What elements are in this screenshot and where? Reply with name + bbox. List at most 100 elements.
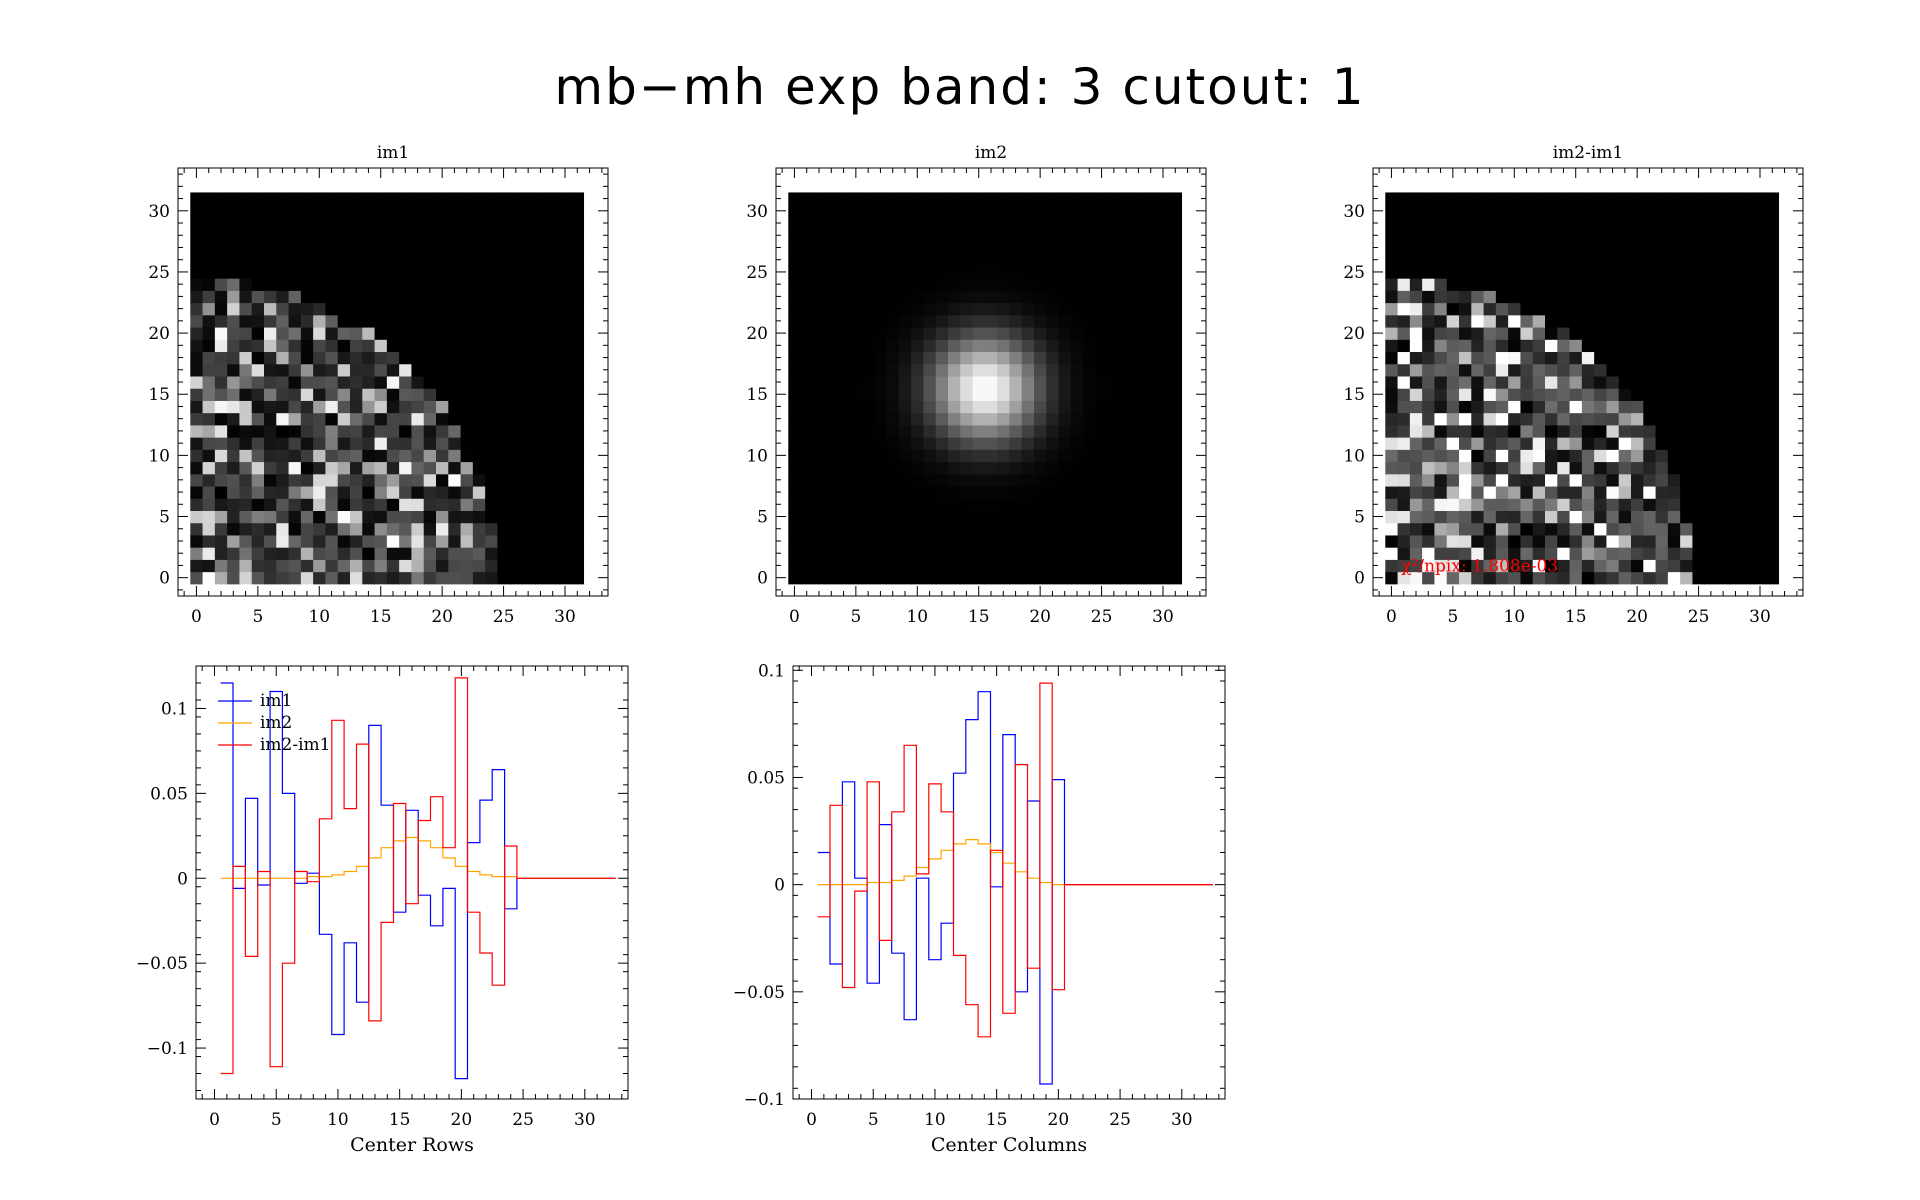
- image-pixel: [1717, 510, 1730, 524]
- image-pixel: [1520, 400, 1534, 414]
- image-pixel: [972, 302, 986, 316]
- image-pixel: [1495, 290, 1509, 304]
- image-pixel: [886, 302, 900, 316]
- image-pixel: [522, 412, 535, 426]
- image-pixel: [288, 498, 302, 511]
- image-pixel: [558, 412, 572, 426]
- image-pixel: [1397, 522, 1411, 536]
- image-pixel: [460, 253, 474, 267]
- image-pixel: [935, 363, 949, 377]
- image-pixel: [1009, 571, 1023, 585]
- image-pixel: [374, 339, 388, 353]
- image-pixel: [251, 326, 265, 340]
- image-pixel: [812, 510, 826, 524]
- image-pixel: [472, 498, 486, 511]
- x-tick-label: 30: [554, 607, 576, 627]
- image-pixel: [374, 278, 388, 291]
- image-pixel: [837, 388, 851, 401]
- x-tick-label: 30: [1152, 607, 1174, 627]
- image-pixel: [1397, 216, 1411, 230]
- image-pixel: [1058, 498, 1072, 511]
- image-pixel: [1655, 216, 1669, 230]
- image-pixel: [1532, 510, 1546, 524]
- image-pixel: [386, 547, 400, 560]
- image-pixel: [386, 216, 400, 230]
- image-pixel: [812, 339, 826, 353]
- image-pixel: [874, 339, 888, 353]
- image-pixel: [1692, 559, 1706, 573]
- image-pixel: [1667, 290, 1681, 304]
- image-pixel: [1446, 522, 1460, 536]
- image-pixel: [1471, 363, 1485, 377]
- image-pixel: [1557, 449, 1571, 463]
- image-pixel: [1021, 485, 1035, 499]
- image-pixel: [1631, 265, 1644, 279]
- image-pixel: [362, 278, 376, 291]
- image-pixel: [300, 241, 314, 255]
- image-pixel: [1594, 265, 1608, 279]
- x-tick-label: 0: [191, 607, 202, 627]
- image-pixel: [1021, 363, 1035, 377]
- image-pixel: [1095, 400, 1109, 414]
- image-pixel: [1058, 241, 1072, 255]
- image-pixel: [337, 192, 351, 206]
- image-pixel: [1532, 461, 1546, 475]
- image-pixel: [497, 326, 511, 340]
- image-pixel: [1766, 339, 1780, 353]
- x-tick-label: 5: [1447, 607, 1458, 627]
- image-pixel: [558, 437, 572, 450]
- image-pixel: [1046, 229, 1060, 242]
- image-pixel: [546, 265, 560, 279]
- image-pixel: [1557, 351, 1571, 365]
- image-pixel: [239, 192, 253, 206]
- image-pixel: [1409, 363, 1423, 377]
- image-pixel: [874, 510, 888, 524]
- image-pixel: [1508, 375, 1522, 389]
- image-pixel: [1034, 302, 1047, 316]
- image-pixel: [1046, 522, 1060, 536]
- image-pixel: [1434, 363, 1448, 377]
- image-pixel: [448, 314, 462, 328]
- image-pixel: [374, 375, 388, 389]
- image-pixel: [935, 375, 949, 389]
- image-pixel: [546, 302, 560, 316]
- image-pixel: [325, 375, 339, 389]
- y-tick-label: 10: [746, 446, 768, 466]
- image-pixel: [1034, 278, 1047, 291]
- image-pixel: [1667, 461, 1681, 475]
- image-pixel: [485, 571, 499, 585]
- image-pixel: [1409, 375, 1423, 389]
- image-pixel: [1459, 424, 1472, 438]
- image-pixel: [1667, 571, 1681, 585]
- image-pixel: [1495, 375, 1509, 389]
- image-pixel: [1034, 351, 1047, 365]
- image-pixel: [1058, 290, 1072, 304]
- image-pixel: [800, 192, 814, 206]
- image-pixel: [202, 547, 216, 560]
- image-pixel: [1021, 229, 1035, 242]
- image-pixel: [288, 326, 302, 340]
- image-pixel: [1409, 314, 1423, 328]
- image-pixel: [251, 522, 265, 536]
- image-pixel: [1520, 424, 1534, 438]
- image-pixel: [874, 424, 888, 438]
- image-pixel: [997, 400, 1011, 414]
- image-pixel: [1095, 278, 1109, 291]
- image-pixel: [1618, 216, 1632, 230]
- image-pixel: [1680, 547, 1694, 560]
- image-pixel: [522, 314, 535, 328]
- image-pixel: [350, 424, 363, 438]
- image-pixel: [1581, 571, 1595, 585]
- image-pixel: [264, 473, 277, 487]
- image-pixel: [1095, 290, 1109, 304]
- image-pixel: [1753, 351, 1767, 365]
- image-pixel: [948, 571, 961, 585]
- image-pixel: [1495, 216, 1509, 230]
- image-pixel: [337, 522, 351, 536]
- image-pixel: [898, 547, 912, 560]
- image-pixel: [948, 449, 961, 463]
- image-pixel: [227, 534, 241, 548]
- image-pixel: [448, 473, 462, 487]
- image-pixel: [472, 302, 486, 316]
- image-pixel: [898, 216, 912, 230]
